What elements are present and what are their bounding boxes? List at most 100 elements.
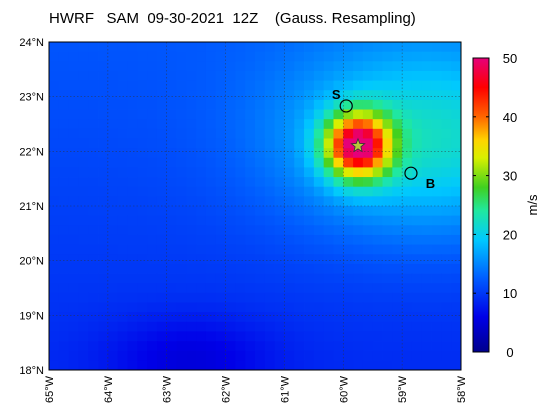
field-cell xyxy=(98,225,109,236)
field-cell xyxy=(78,157,89,168)
field-cell xyxy=(68,331,79,342)
field-cell xyxy=(68,341,79,352)
field-cell xyxy=(215,331,226,342)
field-cell xyxy=(451,331,462,342)
field-cell xyxy=(205,157,217,168)
field-cell xyxy=(68,51,79,62)
field-cell xyxy=(392,341,403,352)
field-cell xyxy=(402,341,413,352)
field-cell xyxy=(313,70,325,81)
field-cell xyxy=(156,80,168,91)
field-cell xyxy=(49,119,60,130)
field-cell xyxy=(451,167,462,178)
field-cell xyxy=(49,42,60,53)
field-cell xyxy=(49,61,60,72)
field-cell xyxy=(264,196,276,207)
field-cell xyxy=(225,196,236,207)
field-cell xyxy=(186,157,197,168)
field-cell xyxy=(225,254,236,265)
field-cell xyxy=(186,80,197,91)
field-cell xyxy=(402,90,413,101)
field-cell xyxy=(127,312,138,323)
colorbar-scale xyxy=(472,57,490,353)
field-cell xyxy=(382,331,393,342)
field-cell xyxy=(78,51,89,62)
field-cell xyxy=(137,157,148,168)
field-cell xyxy=(362,302,374,313)
field-cell xyxy=(402,61,413,72)
field-cell xyxy=(98,51,109,62)
field-cell xyxy=(98,206,109,217)
field-cell xyxy=(147,206,158,217)
field-cell xyxy=(205,244,217,255)
field-cell xyxy=(313,157,325,168)
field-cell xyxy=(382,157,393,168)
field-cell xyxy=(117,138,128,149)
field-cell xyxy=(127,119,138,130)
field-cell xyxy=(372,302,383,313)
field-cell xyxy=(392,292,403,303)
field-cell xyxy=(176,196,187,207)
field-cell xyxy=(245,177,256,188)
field-cell xyxy=(294,177,305,188)
field-cell xyxy=(137,90,148,101)
field-cell xyxy=(402,215,413,226)
field-cell xyxy=(382,167,393,178)
field-cell xyxy=(117,331,128,342)
field-cell xyxy=(78,225,89,236)
field-cell xyxy=(323,177,334,188)
field-cell xyxy=(353,321,364,332)
field-cell xyxy=(127,138,138,149)
field-cell xyxy=(245,360,256,371)
field-cell xyxy=(196,90,207,101)
field-cell xyxy=(431,273,442,284)
field-cell xyxy=(353,225,364,236)
field-cell xyxy=(205,341,217,352)
field-cell xyxy=(264,61,276,72)
field-cell xyxy=(264,119,276,130)
field-cell xyxy=(58,350,70,361)
field-cell xyxy=(421,331,432,342)
field-cell xyxy=(127,341,138,352)
field-cell xyxy=(137,109,148,120)
field-cell xyxy=(176,157,187,168)
field-cell xyxy=(333,196,344,207)
field-cell xyxy=(441,225,452,236)
field-cell xyxy=(323,167,334,178)
field-cell xyxy=(156,215,168,226)
field-cell xyxy=(421,234,432,245)
field-cell xyxy=(284,90,295,101)
field-cell xyxy=(117,292,128,303)
field-cell xyxy=(215,350,226,361)
field-cell xyxy=(274,360,285,371)
field-cell xyxy=(441,234,452,245)
field-cell xyxy=(402,254,413,265)
field-cell xyxy=(117,215,128,226)
field-cell xyxy=(333,99,344,110)
field-cell xyxy=(88,360,99,371)
field-cell xyxy=(372,90,383,101)
field-cell xyxy=(313,283,325,294)
field-cell xyxy=(304,80,315,91)
field-cell xyxy=(451,341,462,352)
field-cell xyxy=(117,157,128,168)
field-cell xyxy=(68,99,79,110)
field-cell xyxy=(411,273,423,284)
field-cell xyxy=(402,119,413,130)
field-cell xyxy=(411,42,423,53)
field-cell xyxy=(451,177,462,188)
field-cell xyxy=(147,331,158,342)
field-cell xyxy=(68,312,79,323)
field-cell xyxy=(372,350,383,361)
field-cell xyxy=(166,215,177,226)
field-cell xyxy=(274,70,285,81)
field-cell xyxy=(235,215,246,226)
field-cell xyxy=(333,167,344,178)
field-cell xyxy=(274,206,285,217)
field-cell xyxy=(372,206,383,217)
field-cell xyxy=(343,273,354,284)
field-cell xyxy=(353,99,364,110)
field-cell xyxy=(294,148,305,159)
field-cell xyxy=(245,234,256,245)
field-cell xyxy=(107,350,119,361)
